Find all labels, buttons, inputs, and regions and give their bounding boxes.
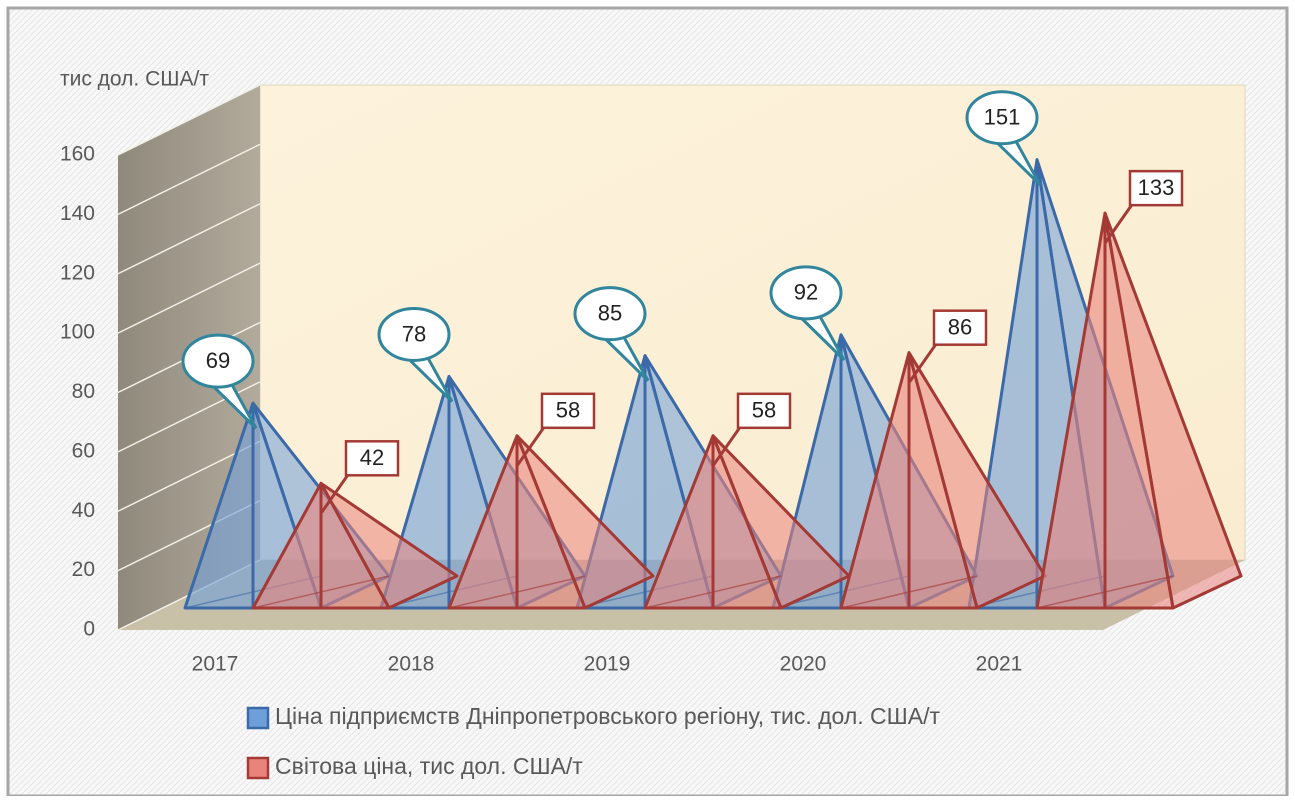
data-label: 92 [794, 280, 818, 305]
data-label: 133 [1138, 175, 1175, 200]
data-label: 78 [402, 321, 426, 346]
pyramid-face [840, 575, 978, 609]
label-leader [907, 341, 939, 384]
x-tick-label: 2019 [584, 653, 631, 676]
y-tick-label: 100 [60, 321, 95, 344]
label-leader [515, 424, 547, 467]
pyramid-face [252, 575, 390, 609]
label-leader [711, 424, 743, 467]
x-tick-label: 2017 [192, 653, 239, 676]
label-box [736, 392, 792, 430]
legend-label: Ціна підприємств Дніпропетровського регі… [275, 703, 940, 729]
y-tick-label: 120 [60, 261, 95, 284]
pyramid-face [448, 575, 586, 609]
label-callout [769, 265, 843, 321]
pyramid [251, 481, 459, 610]
label-box [1128, 169, 1184, 207]
y-axis-label: тис дол. США/т [60, 68, 209, 91]
grid-line [117, 203, 261, 275]
label-callout [965, 90, 1039, 146]
data-label: 86 [948, 315, 972, 340]
x-tick-label: 2020 [780, 653, 827, 676]
label-callout [181, 333, 255, 389]
y-tick-label: 0 [83, 618, 95, 641]
pyramid [839, 351, 1047, 610]
x-tick-label: 2018 [388, 653, 435, 676]
pyramid-face [644, 575, 782, 609]
data-label: 85 [598, 300, 622, 325]
y-tick-label: 80 [72, 380, 95, 403]
y-tick-label: 60 [72, 439, 95, 462]
label-callout [573, 286, 647, 342]
pyramid-face [1036, 575, 1174, 609]
legend-swatch [246, 706, 270, 730]
label-box [932, 309, 988, 346]
grid-line [117, 143, 261, 216]
y-tick-label: 160 [60, 143, 95, 166]
legend-swatch [246, 756, 270, 780]
y-tick-label: 140 [60, 202, 95, 225]
pyramid [1035, 211, 1243, 610]
label-leader [1103, 202, 1135, 245]
data-label: 69 [206, 348, 230, 373]
y-tick-label: 20 [72, 558, 95, 581]
x-tick-label: 2021 [976, 653, 1023, 676]
label-box [540, 392, 596, 430]
pyramid [447, 434, 655, 610]
label-leader [319, 472, 351, 515]
grid-line [117, 262, 261, 334]
data-label: 58 [556, 398, 580, 423]
data-label: 58 [752, 398, 776, 423]
label-box [344, 440, 400, 477]
pyramid [643, 434, 851, 610]
legend-label: Світова ціна, тис дол. США/т [275, 753, 583, 779]
data-label: 42 [360, 445, 384, 470]
grid-line [117, 84, 261, 156]
y-tick-label: 40 [72, 499, 95, 522]
data-label: 151 [984, 105, 1021, 130]
label-callout [377, 306, 451, 362]
